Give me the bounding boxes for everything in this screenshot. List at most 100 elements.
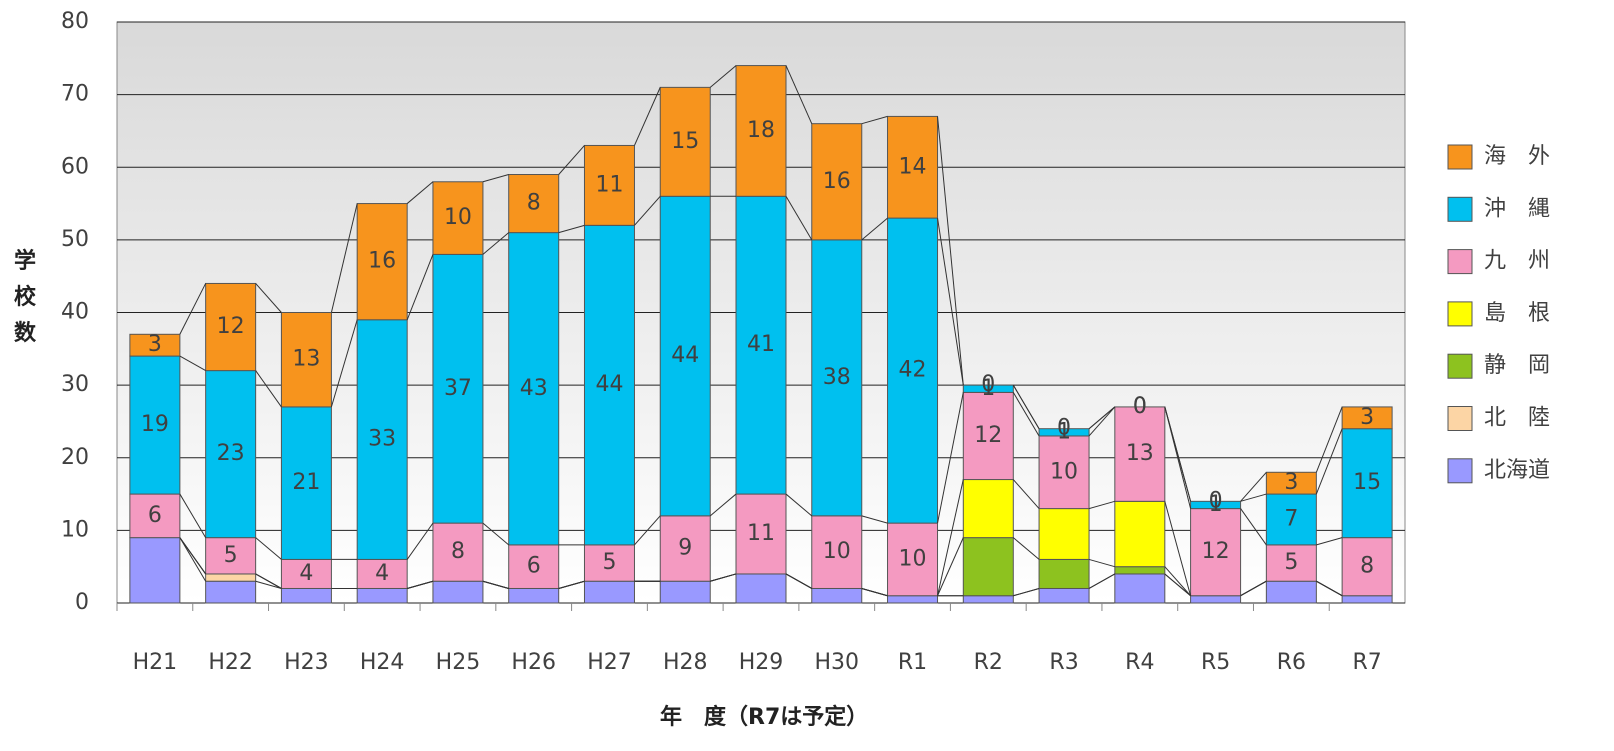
- series-line: [482, 174, 509, 183]
- y-tick-label: 60: [61, 154, 89, 179]
- bar-segment: [1190, 500, 1242, 510]
- data-label: 12: [974, 423, 1002, 448]
- bar-segment: [962, 595, 1014, 604]
- legend-swatch: [1447, 458, 1473, 484]
- bar-segment: [1038, 435, 1090, 510]
- data-label: 8: [1360, 554, 1374, 579]
- data-label: 12: [1202, 539, 1230, 564]
- data-label: 0: [1057, 416, 1071, 441]
- bar-segment: [1190, 595, 1242, 604]
- bar-segment: [432, 253, 484, 524]
- bar-segment: [583, 580, 635, 604]
- data-label: 6: [527, 554, 541, 579]
- series-line: [937, 479, 964, 596]
- x-tick-label: H27: [587, 650, 632, 675]
- bar-segment: [129, 537, 181, 604]
- data-label: 16: [823, 169, 851, 194]
- bar-segment: [887, 115, 939, 219]
- series-line: [255, 580, 282, 589]
- series-line: [937, 218, 964, 386]
- data-label: 12: [217, 314, 245, 339]
- bar-segment: [280, 587, 332, 604]
- series-line: [179, 355, 206, 372]
- series-line: [1088, 573, 1116, 589]
- series-line: [709, 493, 737, 517]
- bar-segment: [1114, 566, 1166, 575]
- bar-segment: [1341, 537, 1393, 597]
- data-label: 10: [899, 546, 927, 571]
- data-label: 14: [899, 154, 927, 179]
- bar-segment: [1265, 580, 1317, 604]
- bar-segment: [735, 65, 787, 197]
- bar-segment: [811, 587, 863, 604]
- legend-label: 島 根: [1484, 301, 1550, 326]
- data-label: 21: [292, 470, 320, 495]
- bar-segment: [962, 479, 1014, 539]
- legend-label: 静 岡: [1484, 353, 1550, 378]
- bar-segment: [1038, 558, 1090, 589]
- bar-segment: [1265, 471, 1317, 495]
- series-line: [1316, 537, 1343, 546]
- series-line: [482, 522, 510, 546]
- data-label: 1: [1057, 419, 1071, 444]
- bar-segment: [1265, 544, 1317, 582]
- bar-segment: [508, 174, 560, 234]
- series-line: [1240, 580, 1267, 597]
- legend-swatch: [1447, 249, 1473, 275]
- series-line: [179, 493, 207, 538]
- series-line: [558, 145, 585, 175]
- series-line: [1164, 406, 1192, 502]
- series-line: [1088, 406, 1116, 430]
- bar-segment: [659, 86, 711, 197]
- series-line: [407, 580, 434, 589]
- data-label: 5: [602, 550, 616, 575]
- data-label: 44: [595, 372, 623, 397]
- data-label: 10: [444, 205, 472, 230]
- series-line: [406, 254, 434, 320]
- series-line: [482, 232, 510, 255]
- x-tick-label: R2: [974, 650, 1003, 675]
- bar-segment: [962, 384, 1014, 393]
- x-tick-label: H24: [360, 650, 405, 675]
- series-line: [861, 217, 888, 241]
- series-line: [861, 115, 888, 125]
- bar-segment: [356, 203, 408, 321]
- data-label: 0: [1209, 488, 1223, 513]
- data-label: 33: [368, 427, 396, 452]
- data-label: 1: [981, 376, 995, 401]
- x-tick-label: R5: [1201, 650, 1230, 675]
- bar-segment: [887, 595, 939, 604]
- data-label: 1: [1209, 492, 1223, 517]
- x-tick-label: H23: [284, 650, 329, 675]
- series-line: [255, 573, 282, 589]
- series-line: [1315, 428, 1343, 495]
- bar-segment: [205, 573, 257, 582]
- bar-segment: [205, 370, 257, 539]
- series-line: [1164, 501, 1192, 596]
- y-tick-label: 0: [75, 590, 89, 615]
- bar-segment: [1265, 493, 1317, 546]
- x-tick-label: R4: [1125, 650, 1154, 675]
- bar-segment: [1038, 587, 1090, 604]
- series-line: [634, 515, 661, 546]
- series-line: [785, 493, 813, 517]
- x-tick-label: R3: [1049, 650, 1078, 675]
- data-label: 15: [671, 129, 699, 154]
- series-line: [861, 587, 888, 597]
- data-label: 9: [678, 536, 692, 561]
- x-axis-title: 年 度（R7は予定）: [660, 704, 868, 730]
- legend-swatch: [1447, 196, 1473, 222]
- x-tick-label: H21: [133, 650, 178, 675]
- bar-segment: [280, 406, 332, 560]
- y-tick-label: 70: [61, 82, 89, 107]
- legend-swatch: [1447, 144, 1473, 170]
- legend-label: 九 州: [1484, 249, 1550, 274]
- y-tick-label: 80: [61, 9, 89, 34]
- y-tick-label: 10: [61, 517, 89, 542]
- series-line: [785, 196, 813, 241]
- data-label: 13: [1126, 441, 1154, 466]
- series-line: [179, 537, 207, 582]
- bar-segment: [887, 522, 939, 597]
- bar-segment: [583, 144, 635, 226]
- data-label: 4: [299, 561, 313, 586]
